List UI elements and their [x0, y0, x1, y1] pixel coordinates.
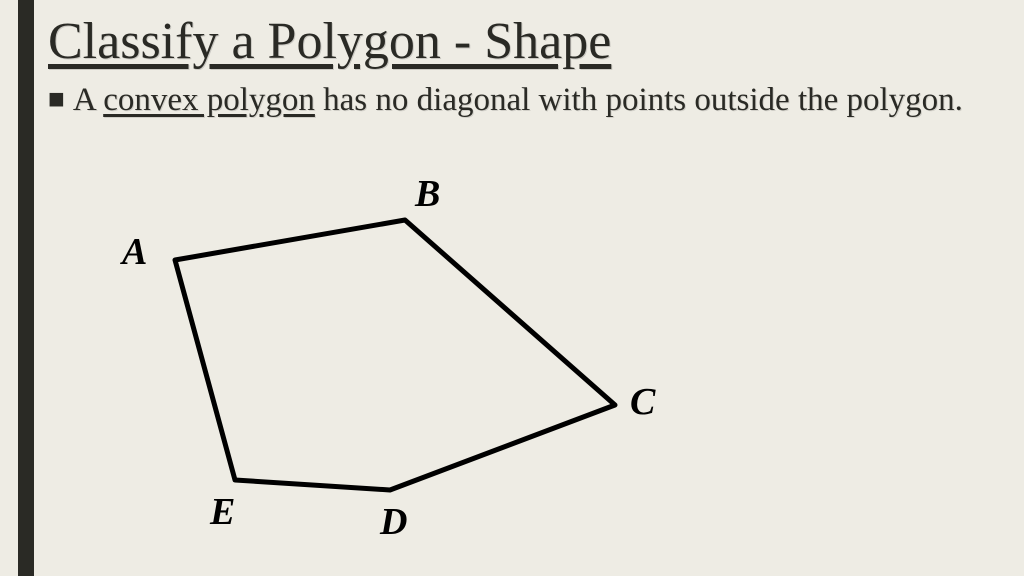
bullet-text: A convex polygon has no diagonal with po… — [73, 79, 963, 121]
vertex-label-a: A — [122, 230, 147, 274]
slide-content: Classify a Polygon - Shape ■ A convex po… — [48, 12, 1004, 121]
accent-bar — [18, 0, 34, 576]
bullet-marker: ■ — [48, 79, 65, 121]
vertex-label-c: C — [630, 380, 655, 424]
vertex-label-b: B — [415, 172, 440, 216]
text-post: has no diagonal with points outside the … — [315, 82, 963, 118]
text-term: convex polygon — [103, 82, 315, 118]
text-pre: A — [73, 82, 103, 118]
bullet-item: ■ A convex polygon has no diagonal with … — [48, 79, 1004, 121]
polygon-diagram: ABCDE — [60, 180, 700, 560]
vertex-label-e: E — [210, 490, 235, 534]
vertex-label-d: D — [380, 500, 407, 544]
slide-title: Classify a Polygon - Shape — [48, 12, 1004, 71]
